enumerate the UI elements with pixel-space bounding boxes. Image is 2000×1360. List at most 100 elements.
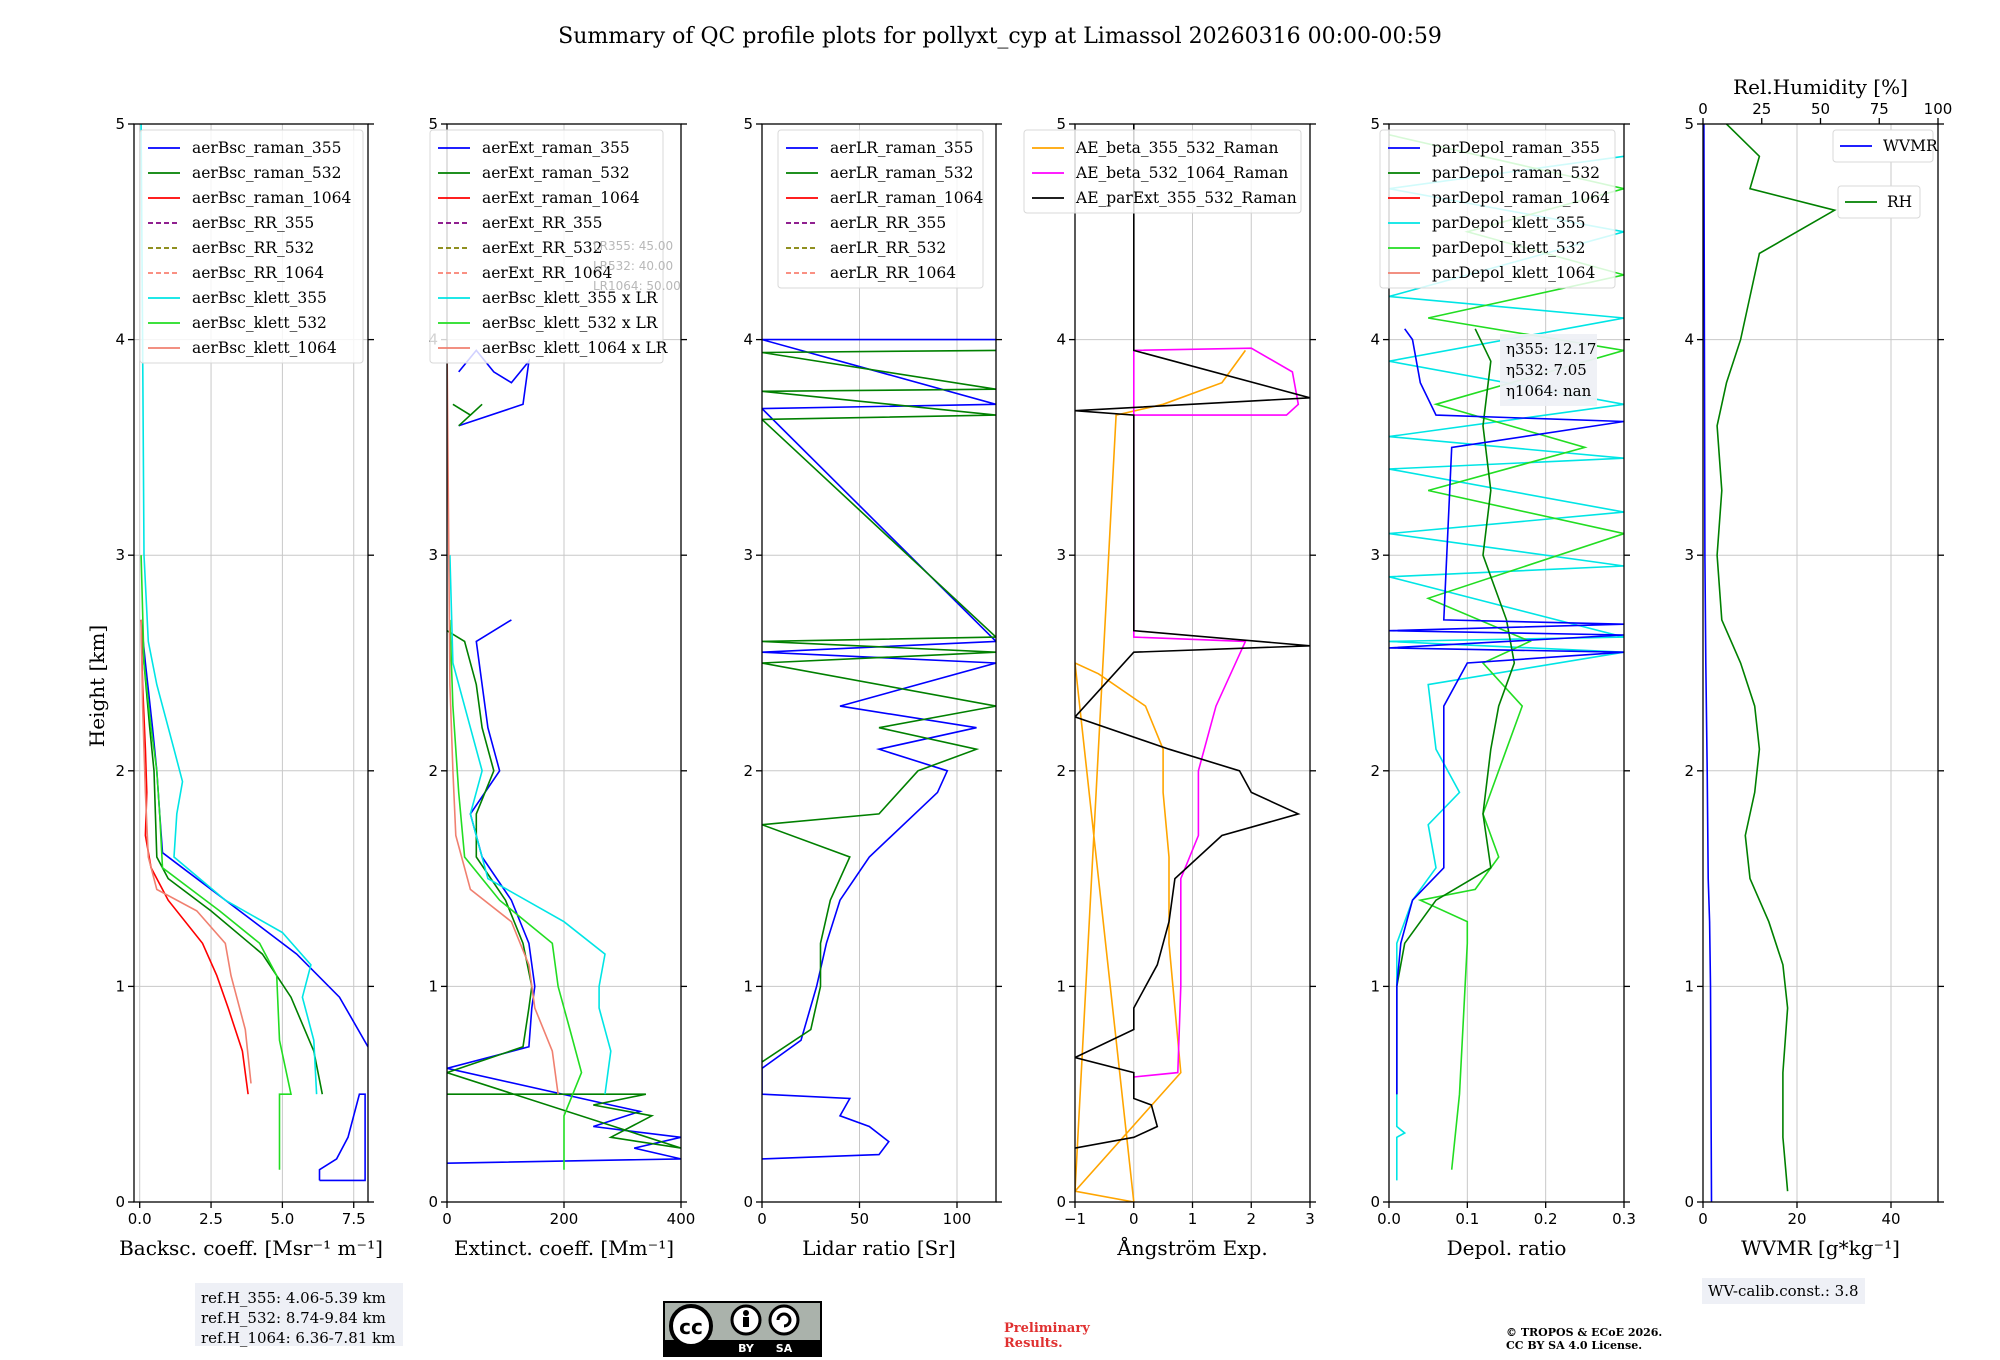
ytick-label-wv: 4 [1684, 331, 1694, 349]
xtick-label-lr: 100 [943, 1210, 972, 1228]
legend-label-bsc: aerBsc_RR_1064 [192, 264, 324, 282]
series-ae-beta-355-532-raman [1075, 349, 1247, 1202]
panel-bsc-frame [133, 123, 369, 1203]
ref-height-355: ref.H_355: 4.06-5.39 km [201, 1289, 386, 1307]
series-aerbsc-klett-1064 [140, 619, 252, 1084]
series-wvmr [1703, 124, 1713, 1202]
by-person-head [743, 1310, 749, 1316]
series-aerlr-raman-355 [762, 338, 996, 1160]
xtick-label-depol: 0.2 [1534, 1210, 1558, 1228]
legend-label-ext: aerBsc_klett_355 x LR [482, 289, 659, 307]
series-aerbsc-klett-1064-x-lr [447, 339, 559, 1095]
ytick-label-lr: 5 [743, 115, 753, 133]
ytick-label-wv: 3 [1684, 546, 1694, 564]
legend-ae: AE_beta_355_532_Raman AE_beta_532_1064_Ra… [1023, 129, 1302, 214]
xtick-label-ae: 2 [1246, 1210, 1256, 1228]
top-xtick-label: 75 [1870, 100, 1889, 118]
legend-box-lr [777, 129, 984, 289]
ytick-label-wv: 1 [1684, 977, 1694, 995]
legend-depol: parDepol_raman_355 parDepol_raman_532 parD… [1379, 129, 1616, 289]
series-pardepol-klett-532 [1389, 134, 1624, 1170]
legend-label-depol: parDepol_klett_355 [1432, 214, 1585, 232]
legend-label-depol: parDepol_raman_355 [1432, 139, 1600, 157]
xtick-label-ext: 200 [550, 1210, 579, 1228]
legend-label-ext: aerExt_RR_532 [482, 239, 603, 257]
ytick-label-depol: 5 [1370, 115, 1380, 133]
legend-box-bsc [139, 129, 364, 364]
wv-calib-text: WV-calib.const.: 3.8 [1708, 1282, 1859, 1300]
legend-label-bsc: aerBsc_klett_355 [192, 289, 327, 307]
legend-wvmr: WVMR [1832, 129, 1939, 163]
ytick-label-ext: 5 [428, 115, 438, 133]
cc-circle-icon [669, 1304, 713, 1348]
ytick-label-ae: 0 [1056, 1193, 1066, 1211]
xtick-label-ae: −1 [1064, 1210, 1086, 1228]
panel-wv-series [1703, 124, 1837, 1202]
ytick-label-bsc: 0 [115, 1193, 125, 1211]
copyright-line1: © TROPOS & ECoE 2026. [1506, 1326, 1662, 1339]
legend-box-ext [429, 129, 664, 364]
series-aerbsc-raman-1064 [140, 619, 249, 1095]
xlabel-bsc: Backsc. coeff. [Msr⁻¹ m⁻¹] [119, 1236, 383, 1260]
legend-wvmr-label: WVMR [1883, 137, 1939, 155]
series-pardepol-raman-355 [1389, 328, 1624, 1095]
ytick-label-ae: 5 [1056, 115, 1066, 133]
ytick-label-wv: 5 [1684, 115, 1694, 133]
xlabel-depol: Depol. ratio [1447, 1236, 1567, 1260]
y-axis-label: Height [km] [85, 625, 109, 747]
panel-wv-grid [1702, 123, 1938, 1203]
panel-ae-series [1075, 124, 1310, 1202]
ytick-label-depol: 4 [1370, 331, 1380, 349]
xtick-label-wv: 40 [1881, 1210, 1900, 1228]
xtick-label-depol: 0.1 [1455, 1210, 1479, 1228]
legend-lr: aerLR_raman_355 aerLR_raman_532 aerLR_rama… [777, 129, 984, 289]
ytick-label-lr: 0 [743, 1193, 753, 1211]
panel-bsc-series [140, 124, 368, 1182]
legend-label-bsc: aerBsc_raman_355 [192, 139, 342, 157]
ytick-label-ext: 2 [428, 762, 438, 780]
ytick-label-bsc: 1 [115, 977, 125, 995]
panel-ext-series [447, 339, 681, 1170]
ytick-label-ext: 0 [428, 1193, 438, 1211]
ytick-label-depol: 2 [1370, 762, 1380, 780]
legend-label-bsc: aerBsc_RR_355 [192, 214, 314, 232]
legend-label-ext: aerExt_RR_1064 [482, 264, 613, 282]
xtick-label-ae: 1 [1188, 1210, 1198, 1228]
preliminary-line1: Preliminary [1004, 1321, 1090, 1336]
series-aerbsc-klett-355 [140, 124, 318, 1095]
top-xtick-label: 0 [1698, 100, 1708, 118]
xtick-label-wv: 0 [1698, 1210, 1708, 1228]
xlabel-lr: Lidar ratio [Sr] [802, 1236, 956, 1260]
legend-label-ext: aerExt_RR_355 [482, 214, 603, 232]
legend-label-bsc: aerBsc_raman_1064 [192, 189, 352, 207]
series-aerext-raman-532-upper- [452, 403, 483, 427]
legend-label-depol: parDepol_raman_1064 [1432, 189, 1610, 207]
series-pardepol-raman-532 [1396, 328, 1516, 1095]
ytick-label-lr: 3 [743, 546, 753, 564]
legend-label-ae: AE_parExt_355_532_Raman [1075, 189, 1297, 207]
lr-text: LR532: 40.00 [593, 259, 673, 273]
top-xlabel: Rel.Humidity [%] [1733, 75, 1908, 99]
xtick-label-bsc: 5.0 [270, 1210, 294, 1228]
xtick-label-bsc: 7.5 [342, 1210, 366, 1228]
ref-height-532: ref.H_532: 8.74-9.84 km [201, 1309, 386, 1327]
legend-label-lr: aerLR_raman_532 [830, 164, 973, 182]
ytick-label-wv: 0 [1684, 1193, 1694, 1211]
legend-label-ext: aerExt_raman_532 [482, 164, 630, 182]
lr-text: LR355: 45.00 [593, 239, 673, 253]
top-xtick-label: 50 [1811, 100, 1830, 118]
ref-height-1064: ref.H_1064: 6.36-7.81 km [201, 1329, 395, 1347]
series-aerlr-raman-532 [762, 349, 996, 1063]
panel-bsc: 0 1 2 3 4 5 0.0 2.5 5.0 7.5 Backsc. coeff. [Msr⁻¹ … [115, 115, 382, 1260]
legend-label-lr: aerLR_RR_1064 [830, 264, 956, 282]
series-ae-beta-532-1064-raman [1133, 347, 1300, 1078]
top-xtick-label: 100 [1924, 100, 1953, 118]
panel-lr-series [762, 338, 996, 1160]
lr-text: LR1064: 50.00 [593, 279, 681, 293]
panel-wv: 0 1 2 3 4 5 0 20 40 WVMR [g*kg⁻¹] [1684, 115, 1944, 1260]
xtick-label-bsc: 0.0 [128, 1210, 152, 1228]
ytick-label-lr: 4 [743, 331, 753, 349]
legend-label-ext: aerExt_raman_355 [482, 139, 630, 157]
cc-sa-label: SA [776, 1342, 793, 1355]
ref-height-box: ref.H_355: 4.06-5.39 km ref.H_532: 8.74-… [195, 1283, 403, 1347]
